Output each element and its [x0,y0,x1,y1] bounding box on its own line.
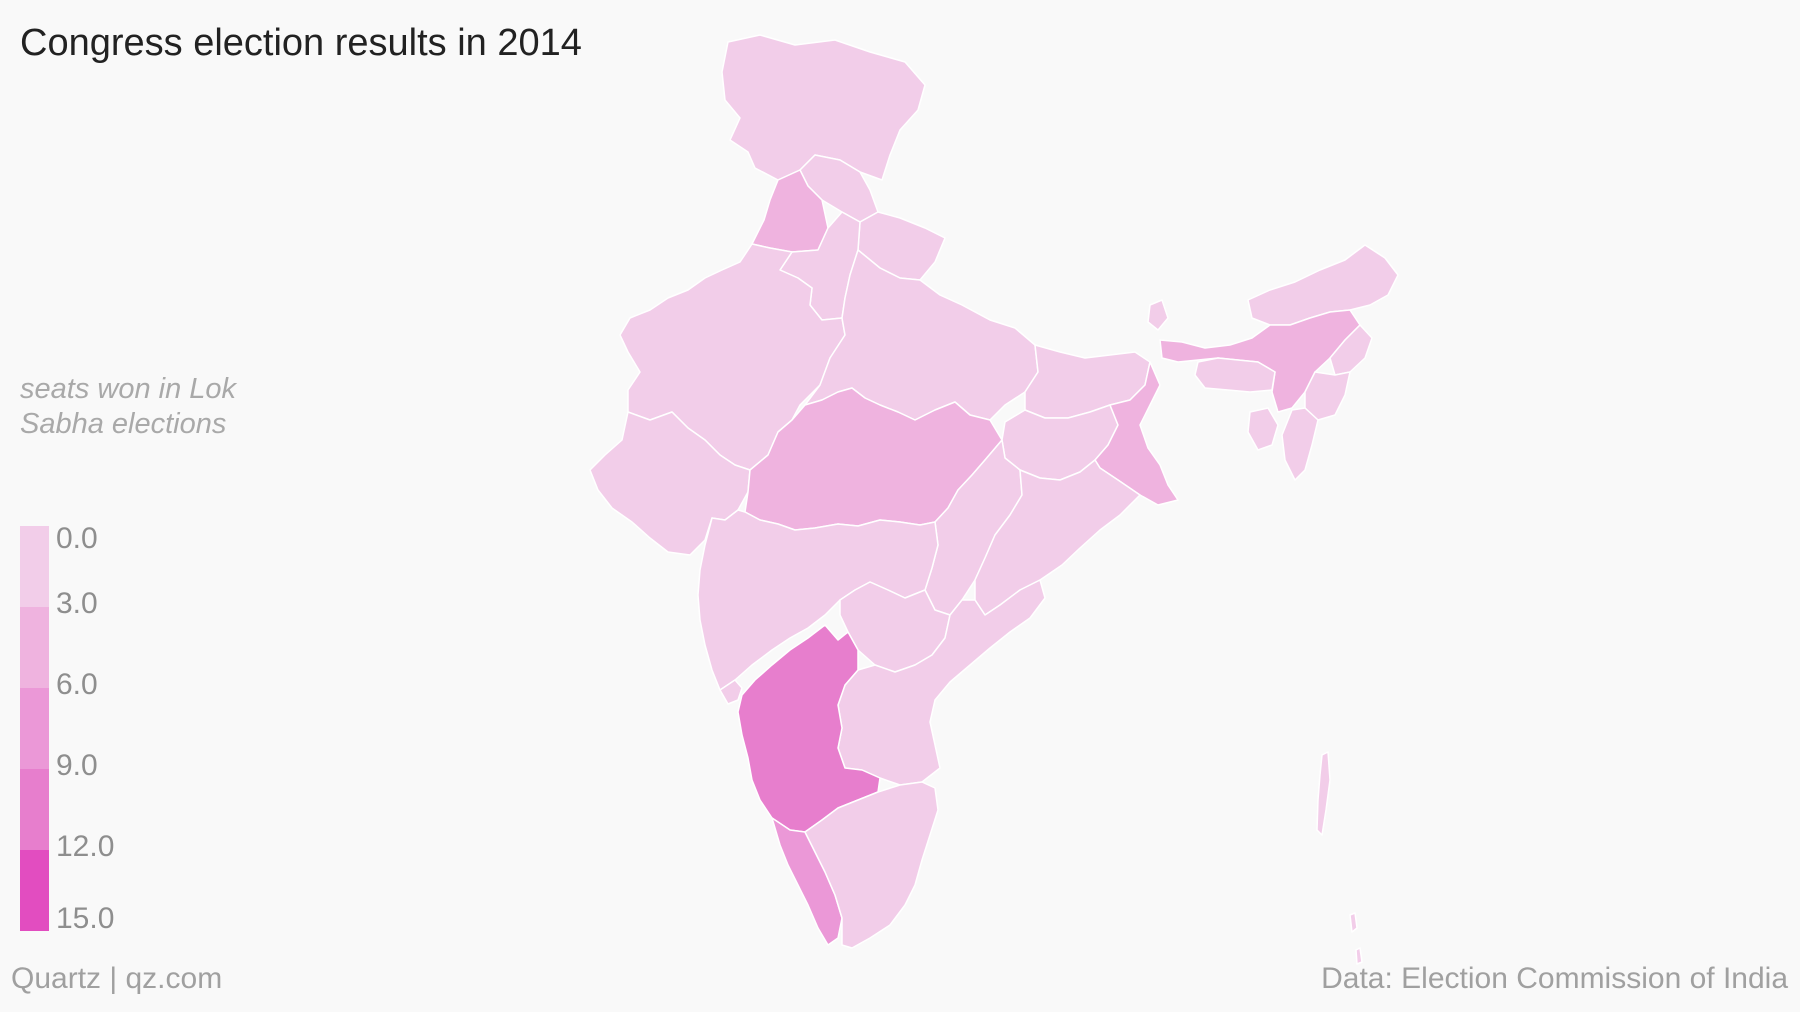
legend-swatch-3-6 [20,607,49,688]
state-mizoram[interactable] [1281,407,1319,481]
state-meghalaya[interactable] [1194,357,1276,393]
legend-tick-label: 6.0 [56,668,98,701]
legend-swatch-0-3 [20,526,49,607]
state-arunachal-pradesh[interactable] [1247,244,1399,326]
state-andhra-pradesh[interactable] [837,579,1046,786]
footer-credit: Quartz | qz.com [11,962,223,995]
legend-tick-label: 12.0 [56,830,115,863]
state-tamil-nadu[interactable] [804,781,939,949]
legend-swatch-12-15 [20,850,49,931]
footer-data-source: Data: Election Commission of India [1321,962,1788,995]
legend-tick-label: 0.0 [56,522,98,555]
legend-tick-label: 3.0 [56,587,98,620]
state-tripura[interactable] [1247,407,1279,451]
state-andaman-nicobar[interactable] [1316,751,1331,836]
chart-title: Congress election results in 2014 [20,22,582,64]
legend-tick-label: 15.0 [56,902,115,935]
legend-tick-label: 9.0 [56,749,98,782]
legend-color-bar [20,526,49,931]
state-manipur[interactable] [1304,371,1351,421]
legend-swatch-6-9 [20,688,49,769]
state-karnataka[interactable] [737,624,881,833]
legend-swatch-9-12 [20,769,49,850]
state-goa[interactable] [719,679,743,705]
state-sikkim[interactable] [1147,299,1169,331]
state-odisha[interactable] [974,459,1141,616]
legend-title: seats won in Lok Sabha elections [20,373,237,440]
state-andaman-nicobar-south[interactable] [1349,912,1363,965]
